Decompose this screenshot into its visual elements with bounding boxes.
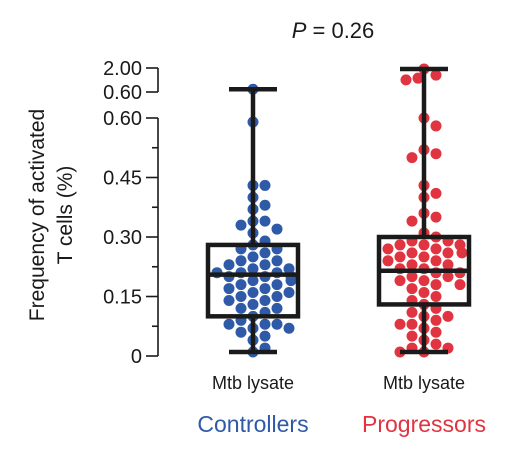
data-point — [406, 330, 418, 342]
group-label: Controllers — [197, 411, 308, 437]
data-point — [430, 255, 442, 267]
data-points — [211, 63, 468, 358]
group-label: Progressors — [362, 411, 486, 437]
data-point — [430, 243, 442, 255]
category-labels: Mtb lysate Controllers Mtb lysate Progresso… — [197, 373, 486, 437]
data-point — [456, 247, 468, 259]
data-point — [418, 275, 430, 287]
data-point — [271, 302, 283, 314]
data-point — [430, 291, 442, 302]
data-point — [223, 318, 235, 330]
data-point — [430, 326, 442, 338]
data-point — [430, 120, 442, 132]
data-point — [400, 74, 412, 86]
data-point — [406, 283, 418, 295]
data-point — [406, 306, 418, 318]
y-tick-label: 0.60 — [103, 108, 142, 130]
data-point — [259, 318, 271, 330]
data-point — [412, 72, 424, 84]
data-point — [235, 326, 247, 338]
data-point — [259, 199, 271, 211]
y-axis-label-line-2: T cells (%) — [54, 166, 77, 265]
data-point — [430, 148, 442, 160]
data-point — [283, 322, 295, 334]
data-point — [259, 294, 271, 306]
data-point — [406, 247, 418, 259]
data-point — [271, 318, 283, 330]
data-point — [271, 291, 283, 302]
data-point — [259, 283, 271, 295]
y-break-tick-label: 0.60 — [103, 82, 142, 104]
data-point — [406, 152, 418, 164]
data-point — [247, 251, 259, 263]
data-point — [259, 330, 271, 342]
p-value-label: P = 0.26 — [292, 18, 375, 43]
x-category-label: Mtb lysate — [383, 373, 465, 393]
data-point — [394, 318, 406, 330]
data-point — [430, 338, 442, 350]
data-point — [247, 275, 259, 287]
data-point — [442, 271, 454, 283]
data-point — [259, 179, 271, 191]
y-axis-label-line-1: Frequency of activated — [26, 109, 49, 321]
data-point — [430, 279, 442, 291]
data-point — [454, 279, 466, 291]
box-plots — [205, 66, 472, 355]
data-point — [406, 259, 418, 271]
box-iqr — [205, 242, 301, 319]
data-point — [271, 279, 283, 291]
y-tick-label: 0 — [131, 346, 142, 368]
data-point — [285, 275, 297, 287]
x-category-label: Mtb lysate — [212, 373, 294, 393]
data-point — [442, 259, 454, 271]
data-point — [382, 255, 394, 267]
data-point — [418, 251, 430, 263]
data-point — [235, 291, 247, 302]
data-point — [271, 255, 283, 267]
data-point — [223, 283, 235, 295]
data-point — [442, 247, 454, 259]
data-point — [442, 310, 454, 322]
data-point — [247, 263, 259, 275]
data-point — [430, 314, 442, 326]
data-point — [235, 279, 247, 291]
y-ticks: 00.150.300.450.600.602.00 — [103, 58, 158, 368]
data-point — [382, 243, 394, 255]
data-point — [394, 239, 406, 251]
data-point — [247, 298, 259, 310]
data-point — [235, 302, 247, 314]
data-point — [418, 239, 430, 251]
data-point — [271, 223, 283, 235]
y-break-tick-label: 2.00 — [103, 58, 142, 80]
data-point — [247, 287, 259, 299]
data-point — [406, 215, 418, 227]
data-point — [406, 318, 418, 330]
data-point — [235, 219, 247, 231]
data-point — [418, 287, 430, 299]
data-point — [394, 251, 406, 263]
data-point — [223, 294, 235, 306]
data-point — [259, 247, 271, 259]
data-point — [259, 259, 271, 271]
data-point — [283, 287, 295, 299]
data-point — [259, 215, 271, 227]
data-point — [430, 69, 442, 81]
data-point — [430, 187, 442, 199]
data-point — [235, 255, 247, 267]
y-tick-label: 0.15 — [103, 287, 142, 309]
data-point — [394, 275, 406, 287]
y-tick-label: 0.30 — [103, 227, 142, 249]
data-point — [223, 259, 235, 271]
data-point — [406, 271, 418, 283]
data-point — [430, 211, 442, 223]
y-tick-label: 0.45 — [103, 168, 142, 190]
